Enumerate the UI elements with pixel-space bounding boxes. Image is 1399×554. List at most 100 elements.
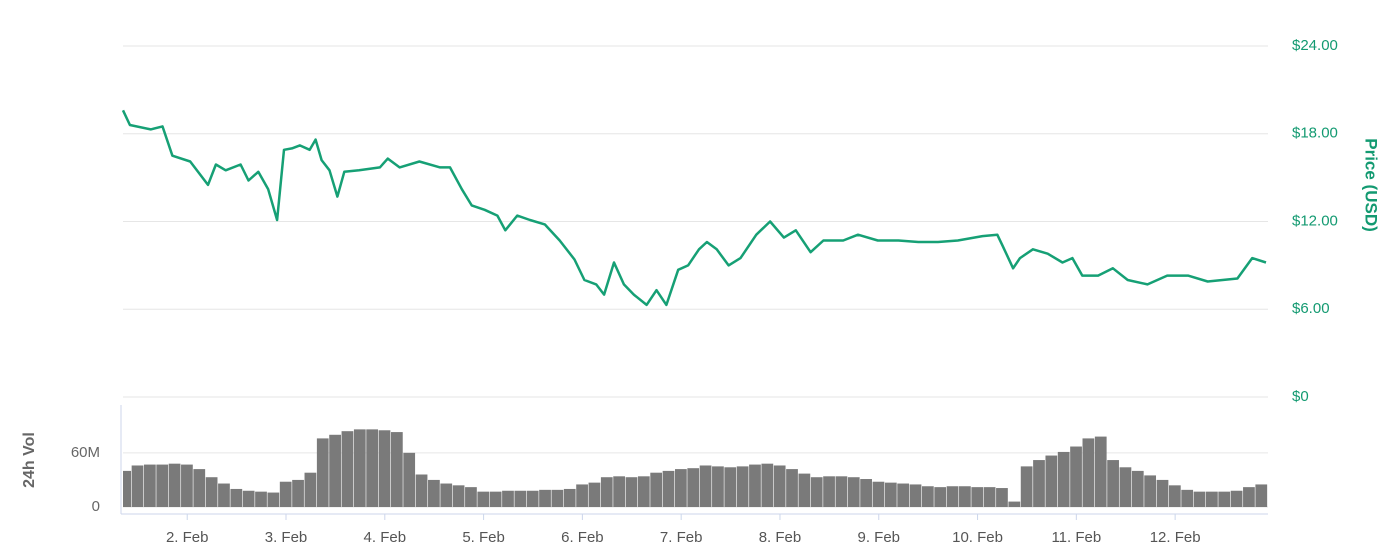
volume-bar: [687, 468, 700, 507]
volume-bar: [1119, 467, 1132, 507]
volume-bar: [341, 431, 354, 507]
volume-bar: [576, 484, 588, 507]
volume-bar: [168, 463, 181, 507]
x-tick-label: 11. Feb: [1051, 529, 1101, 546]
volume-bar: [1008, 501, 1021, 507]
volume-bar: [551, 489, 564, 507]
y-tick-label: $18.00: [1292, 125, 1338, 142]
volume-bar: [1156, 479, 1169, 507]
y-tick-label: 60M: [71, 444, 100, 461]
y-tick-label: 0: [92, 498, 100, 515]
volume-bar: [193, 469, 206, 507]
volume-bar: [613, 476, 626, 507]
y-tick-label: $0: [1292, 388, 1309, 405]
volume-bar: [415, 474, 428, 507]
volume-bar: [1131, 470, 1144, 507]
volume-bar: [588, 482, 601, 507]
volume-bar: [798, 473, 811, 507]
volume-bar: [366, 429, 379, 507]
volume-bar: [218, 483, 230, 507]
x-tick-label: 12. Feb: [1150, 529, 1201, 546]
x-tick-label: 8. Feb: [759, 529, 802, 546]
volume-bar: [1230, 490, 1243, 507]
volume-bar: [452, 485, 465, 507]
volume-bar: [1082, 438, 1095, 507]
volume-bar: [1168, 485, 1181, 507]
volume-bar: [1020, 466, 1033, 507]
volume-bar: [292, 479, 304, 507]
volume-bar: [428, 479, 440, 507]
volume-bar: [699, 465, 712, 507]
volume-bar: [230, 488, 243, 507]
volume-bar: [526, 490, 539, 507]
volume-bar: [1070, 446, 1082, 507]
volume-bar: [390, 432, 403, 507]
volume-bar: [1144, 475, 1157, 507]
volume-bar: [637, 476, 650, 507]
volume-bar: [810, 477, 823, 507]
volume-bar: [1181, 489, 1194, 507]
x-tick-label: 2. Feb: [166, 529, 209, 546]
volume-bar: [403, 452, 416, 507]
volume-bar: [279, 481, 292, 507]
volume-bar: [1107, 460, 1119, 507]
volume-bar: [1094, 436, 1107, 507]
volume-bar: [477, 491, 490, 507]
volume-bar: [1057, 451, 1070, 507]
volume-bar: [909, 484, 922, 507]
volume-bar: [563, 488, 576, 507]
volume-bar: [724, 467, 737, 507]
volume-bar: [786, 469, 798, 507]
volume-bar: [205, 477, 218, 507]
volume-bar: [131, 465, 144, 507]
volume-bar: [465, 487, 477, 507]
volume-bar: [860, 479, 872, 507]
volume-bar: [378, 430, 391, 507]
y-tick-label: $24.00: [1292, 37, 1338, 54]
volume-bar: [1243, 487, 1255, 507]
y-axis-label: 24h Vol: [21, 432, 38, 488]
y-tick-label: $6.00: [1292, 300, 1330, 317]
volume-bar: [897, 483, 910, 507]
volume-bar: [884, 482, 897, 507]
volume-bar: [847, 477, 860, 507]
volume-bar: [650, 472, 663, 507]
volume-bar: [971, 487, 984, 507]
volume-bar: [872, 481, 885, 507]
x-tick-label: 5. Feb: [462, 529, 505, 546]
volume-bar: [255, 491, 267, 507]
x-tick-label: 9. Feb: [857, 529, 900, 546]
x-tick-label: 6. Feb: [561, 529, 604, 546]
volume-bar: [1045, 455, 1058, 507]
volume-bar: [156, 464, 169, 507]
volume-bar: [329, 434, 341, 507]
x-tick-label: 4. Feb: [364, 529, 407, 546]
volume-bar: [514, 490, 527, 507]
volume-bar: [440, 483, 453, 507]
volume-bar: [835, 476, 848, 507]
volume-bar: [773, 465, 786, 507]
volume-bar: [1206, 491, 1218, 507]
volume-bar: [934, 487, 947, 507]
volume-bar: [1255, 484, 1268, 507]
volume-bar: [662, 470, 675, 507]
volume-bar: [625, 477, 638, 507]
volume-bar: [675, 469, 687, 507]
volume-bar: [959, 486, 971, 507]
volume-bar: [946, 486, 959, 507]
price-line: [121, 109, 1267, 307]
y-tick-label: $12.00: [1292, 212, 1338, 229]
volume-bar: [181, 464, 193, 507]
volume-bar: [1033, 460, 1045, 507]
x-tick-label: 10. Feb: [952, 529, 1003, 546]
volume-bar: [736, 466, 749, 507]
volume-bar: [489, 491, 502, 507]
volume-bar: [123, 470, 132, 507]
volume-bar: [267, 492, 280, 507]
volume-bar: [749, 464, 761, 507]
volume-bar: [502, 490, 514, 507]
x-tick-label: 3. Feb: [265, 529, 308, 546]
volume-bar: [712, 466, 724, 507]
volume-bar: [242, 490, 255, 507]
